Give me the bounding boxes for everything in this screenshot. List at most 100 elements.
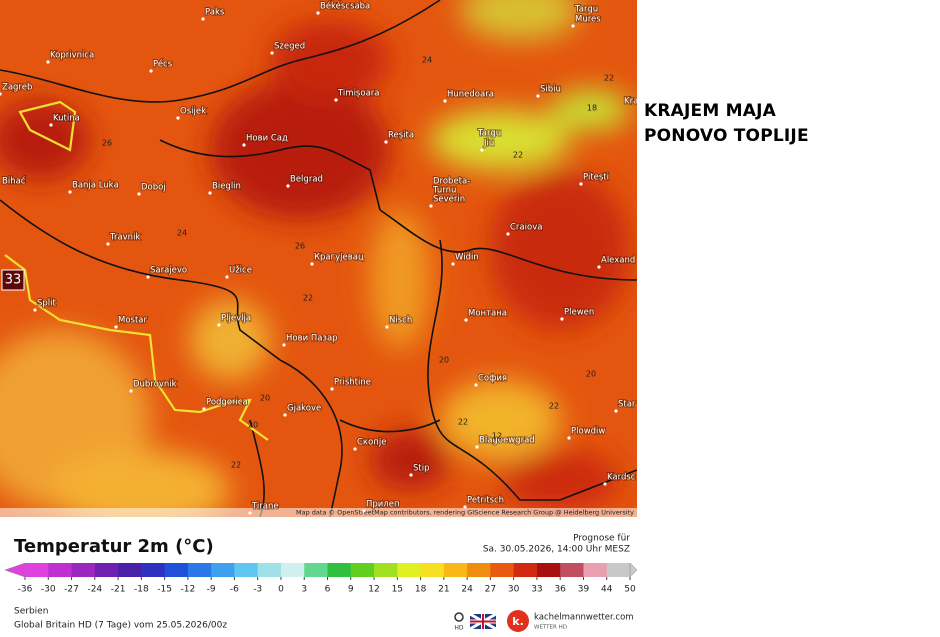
- colorbar-segment: [211, 563, 235, 577]
- city-dot: [46, 60, 50, 64]
- colorbar-segment: [327, 563, 352, 577]
- isoline-label: 26: [295, 242, 305, 251]
- city-label: Dubrovnik: [133, 380, 177, 390]
- borders: [0, 0, 637, 517]
- city-label: Craiova: [510, 223, 542, 233]
- colorbar-tick-label: -6: [230, 585, 239, 595]
- city-label: Doboj: [141, 183, 166, 193]
- isoline-label: 22: [231, 461, 241, 470]
- city-dot: [443, 99, 447, 103]
- forecast-time: Sa. 30.05.2026, 14:00 Uhr MESZ: [483, 545, 630, 555]
- city-label: Нови Пазар: [286, 334, 338, 344]
- city-label: Podgorica: [206, 398, 248, 408]
- colorbar-segment: [420, 563, 445, 577]
- city-label: Travnik: [109, 233, 140, 243]
- colorbar-tick-label: 50: [624, 585, 636, 595]
- city-label: Gjakove: [287, 404, 321, 414]
- city-label: Pécs: [153, 59, 173, 70]
- city-label: Targu: [574, 5, 598, 15]
- city-label: Osijek: [180, 107, 206, 117]
- city-label: София: [478, 374, 507, 384]
- city-label: Bieglin: [212, 182, 241, 192]
- colorbar-tick-label: 21: [438, 585, 449, 595]
- isoline-label: 22: [513, 151, 523, 160]
- isoline-label: 20: [586, 370, 596, 379]
- city-dot: [474, 383, 478, 387]
- legend: Temperatur 2m (°C) Prognose für Sa. 30.0…: [4, 534, 638, 632]
- city-dot: [248, 511, 252, 515]
- city-label: Békéscsaba: [320, 1, 370, 12]
- city-dot: [597, 265, 601, 269]
- colorbar-segment: [48, 563, 73, 577]
- city-label: Banja Luka: [72, 181, 119, 191]
- isoline-label: 22: [549, 402, 559, 411]
- isoline-label: 20: [248, 421, 258, 430]
- city-label: Blagoewgrad: [479, 436, 535, 446]
- city-dot: [106, 242, 110, 246]
- city-label: Prishtine: [334, 378, 371, 388]
- search-icon: [454, 612, 464, 622]
- city-dot: [463, 505, 467, 509]
- isoline-label: 18: [587, 104, 597, 113]
- city-dot: [114, 325, 118, 329]
- city-dot: [385, 325, 389, 329]
- colorbar-segment: [560, 563, 584, 577]
- city-dot: [384, 140, 388, 144]
- colorbar-tick-label: 9: [348, 585, 354, 595]
- city-dot: [330, 387, 334, 391]
- colorbar-tick-label: 24: [461, 585, 473, 595]
- highlight-outline: [4, 100, 269, 441]
- city-label: Plowdiw: [571, 427, 605, 437]
- city-label: Alexand: [601, 256, 635, 266]
- city-label: Timișoara: [337, 89, 379, 99]
- city-label: Монтана: [468, 309, 507, 319]
- colorbar-segment: [25, 563, 49, 577]
- city-label: Pljevlja: [221, 314, 251, 324]
- logo: [507, 610, 529, 632]
- city-dot: [536, 94, 540, 98]
- colorbar-tick-label: -21: [111, 585, 126, 595]
- city-dot: [202, 407, 206, 411]
- colorbar-tick-label: -12: [181, 585, 196, 595]
- city-dot: [334, 98, 338, 102]
- colorbar-segment: [490, 563, 515, 577]
- colorbar-segment: [583, 563, 608, 577]
- city-label: Split: [37, 299, 57, 309]
- isoline-label: 20: [260, 394, 270, 403]
- city-label: Mostar: [118, 316, 148, 326]
- colorbar-tick-label: -3: [253, 585, 262, 595]
- city-label: Turnu: [432, 186, 456, 196]
- city-label: Kardsc: [607, 473, 636, 483]
- colorbar-segment: [397, 563, 422, 577]
- colorbar-tick-label: 12: [368, 585, 379, 595]
- region: Serbien: [14, 607, 48, 617]
- temperature-field: [0, 0, 630, 517]
- attribution-bg: [0, 508, 637, 517]
- max-label: 33: [5, 273, 22, 288]
- city-label: Крагујевац: [314, 253, 364, 263]
- max-label-box: [1, 269, 25, 291]
- legend-title: Temperatur 2m (°C): [14, 536, 214, 557]
- city-dot: [242, 143, 246, 147]
- site-sub: WETTER HD: [534, 625, 567, 631]
- colorbar-tick-label: 27: [485, 585, 496, 595]
- city-label: Hunedoara: [447, 90, 494, 100]
- colorbar-tick-label: 15: [392, 585, 403, 595]
- city-dot: [270, 51, 274, 55]
- colorbar-tick-label: 3: [301, 585, 307, 595]
- city-label: Kra: [624, 97, 637, 107]
- colorbar-tick-label: 30: [508, 585, 520, 595]
- city-dot: [567, 436, 571, 440]
- colorbar-segment: [374, 563, 398, 577]
- city-label: Targu: [477, 129, 501, 139]
- city-dot: [475, 445, 479, 449]
- model-run: Global Britain HD (7 Tage) vom 25.05.202…: [14, 621, 227, 631]
- colorbar-tick-label: 36: [554, 585, 566, 595]
- city-dot: [49, 123, 53, 127]
- hd-label: HD: [454, 625, 464, 632]
- city-label: Reșita: [388, 131, 414, 141]
- city-dot: [603, 482, 607, 486]
- city-label: Nisch: [389, 316, 412, 326]
- city-dot: [282, 343, 286, 347]
- city-dot: [316, 11, 320, 15]
